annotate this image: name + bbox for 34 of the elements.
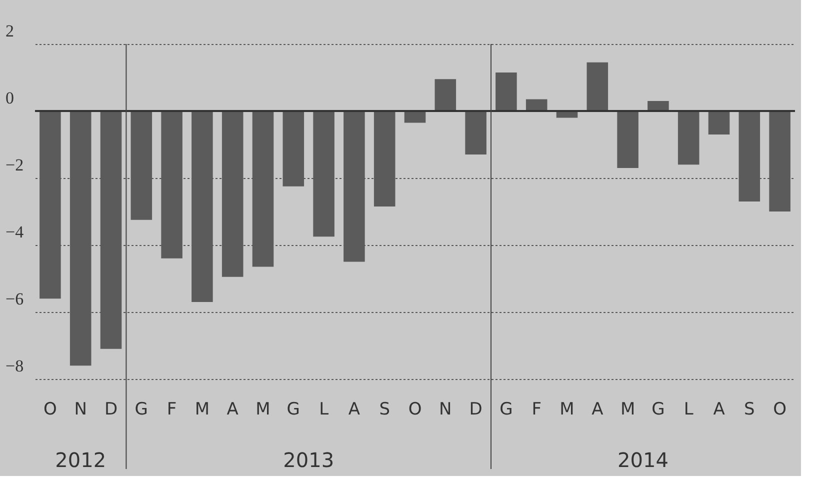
text: 2013 <box>283 448 334 472</box>
y-tick-label: 0 <box>6 88 14 108</box>
x-tick-label: O <box>44 400 57 420</box>
x-tick-label: F <box>166 400 177 420</box>
x-tick-label: D <box>104 400 118 420</box>
x-tick-label: S <box>744 400 755 420</box>
x-tick-label: A <box>348 400 360 420</box>
x-tick-label: G <box>134 400 148 420</box>
x-tick-label: A <box>592 400 604 420</box>
y-tick-label: −8 <box>6 356 24 376</box>
y-tick-label: −6 <box>6 290 24 308</box>
x-tick-label: S <box>379 400 390 420</box>
x-tick-label: N <box>74 400 87 420</box>
x-tick-label: N <box>439 400 452 420</box>
x-tick-label: M <box>560 400 574 420</box>
x-tick-label: G <box>286 400 300 420</box>
y-tick-label: −4 <box>6 222 24 242</box>
x-tick-label: L <box>319 400 330 420</box>
x-tick-label: A <box>713 400 726 420</box>
text: 2012 <box>55 448 106 472</box>
x-tick-label: O <box>773 400 786 420</box>
x-tick-label: O <box>408 400 422 420</box>
y-tick-label: 2 <box>6 22 14 40</box>
y-tick-label: −2 <box>6 156 24 174</box>
x-tick-label: M <box>620 400 636 420</box>
x-tick-label: D <box>469 400 482 420</box>
x-tick-label: L <box>684 400 694 420</box>
x-tick-label: F <box>532 400 542 420</box>
x-tick-label: G <box>652 400 665 420</box>
text: 2014 <box>618 448 668 472</box>
x-tick-label: M <box>256 400 270 420</box>
x-tick-label: M <box>194 400 210 420</box>
x-tick-label: G <box>500 400 513 420</box>
x-tick-label: A <box>226 400 239 420</box>
